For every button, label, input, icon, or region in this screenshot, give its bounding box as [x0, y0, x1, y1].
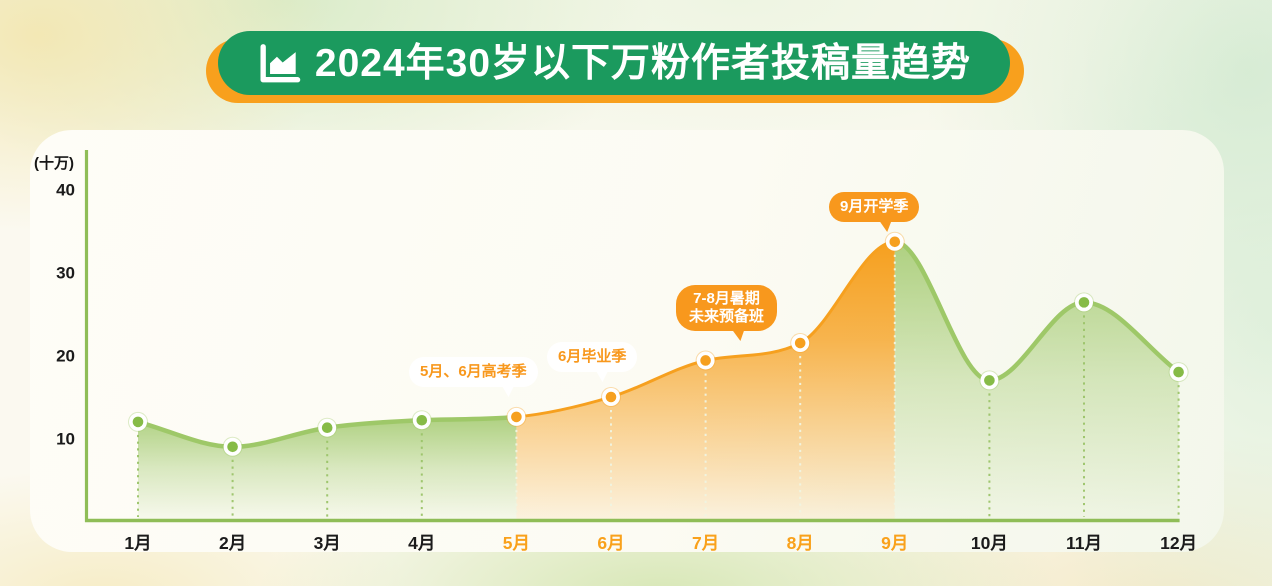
data-point-8月 — [794, 337, 806, 349]
x-tick-label: 2月 — [219, 533, 246, 553]
data-point-4月 — [416, 414, 428, 426]
annotation-summer-class: 7-8月暑期 未来预备班 — [676, 285, 778, 331]
data-point-3月 — [321, 422, 333, 434]
x-tick-label: 10月 — [971, 533, 1008, 553]
data-point-5月 — [511, 411, 522, 423]
y-tick-label: 10 — [56, 430, 75, 449]
data-point-2月 — [227, 441, 238, 453]
data-point-11月 — [1078, 297, 1090, 308]
x-tick-label: 12月 — [1160, 533, 1197, 553]
data-point-9月 — [889, 236, 901, 248]
x-tick-label: 5月 — [503, 533, 530, 553]
x-tick-label: 11月 — [1066, 533, 1102, 553]
data-point-10月 — [984, 375, 995, 386]
page-title: 2024年30岁以下万粉作者投稿量趋势 — [314, 41, 972, 85]
trend-line-green — [892, 239, 1181, 383]
x-tick-label: 9月 — [881, 533, 908, 553]
data-point-6月 — [605, 391, 617, 403]
x-tick-label: 3月 — [314, 533, 341, 553]
data-point-1月 — [132, 416, 144, 428]
annotation-summer-class-line1: 7-8月暑期 — [693, 290, 760, 307]
area-fill-green — [894, 241, 1179, 520]
y-tick-label: 20 — [56, 347, 75, 366]
banner: 2024年30岁以下万粉作者投稿量趋势 — [218, 31, 1010, 95]
y-tick-label: 30 — [56, 264, 75, 283]
y-tick-label: 40 — [56, 181, 75, 200]
data-point-7月 — [700, 355, 711, 366]
annotation-graduation-season: 6月毕业季 — [547, 342, 638, 372]
x-tick-label: 6月 — [597, 533, 624, 553]
annotation-summer-class-line2: 未来预备班 — [689, 308, 765, 325]
annotation-gaokao-season: 5月、6月高考季 — [409, 357, 538, 387]
x-tick-label: 8月 — [787, 533, 814, 553]
data-point-12月 — [1173, 366, 1184, 378]
x-tick-label: 7月 — [692, 533, 719, 553]
x-tick-label: 1月 — [124, 533, 151, 553]
area-chart-icon — [260, 43, 301, 82]
annotation-school-season: 9月开学季 — [829, 192, 920, 222]
y-axis-unit-label: (十万) — [34, 155, 74, 172]
x-tick-label: 4月 — [408, 533, 435, 553]
